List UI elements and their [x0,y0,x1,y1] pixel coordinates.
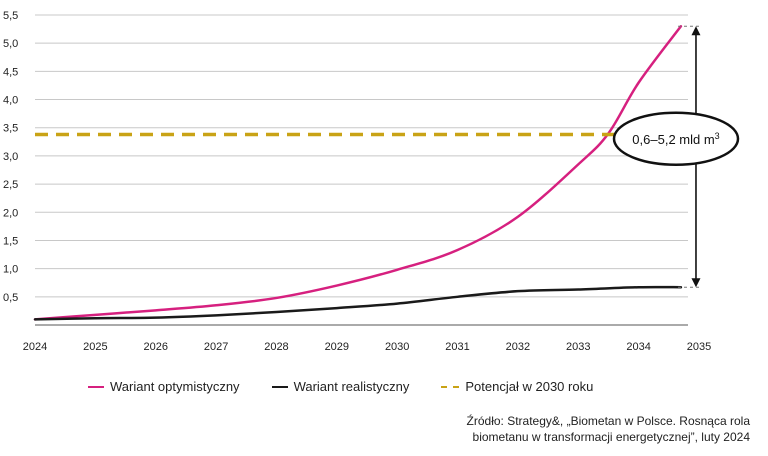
legend-item-optimistic: Wariant optymistyczny [88,379,240,394]
range-annotation: 0,6–5,2 mld m3 [612,25,740,288]
series-line-optimistic [33,25,683,321]
y-tick-label-2: 1,5 [3,235,18,247]
source-line-2: biometanu w transformacji energetycznej”… [472,430,750,444]
y-tick-label-1: 1,0 [3,264,18,276]
series-line-realistic [33,285,683,321]
annotation-arrow-head-top [691,26,701,36]
y-tick-label-7: 4,0 [3,95,18,107]
x-tick-label-1: 2025 [83,341,107,353]
annotation-label: 0,6–5,2 mld m3 [632,131,719,147]
x-tick-label-3: 2027 [204,341,228,353]
x-tick-label-2: 2026 [143,341,167,353]
source-line-1: Źródło: Strategy&, „Biometan w Polsce. R… [466,414,750,428]
x-tick-label-0: 2024 [23,341,47,353]
annotation-arrow-head-bottom [691,278,701,288]
series-lines [33,25,687,321]
legend-item-realistic: Wariant realistyczny [271,379,410,394]
x-tick-label-6: 2030 [385,341,409,353]
x-axis-ticks: 2024 2025 2026 2027 2028 2029 2030 2031 2032 2033… [23,341,711,353]
source-note: Źródło: Strategy&, „Biometan w Polsce. R… [467,413,750,445]
legend-swatch-realistic [271,385,288,388]
y-tick-label-3: 2,0 [3,207,18,219]
legend-swatch-potential [441,385,460,388]
x-tick-label-10: 2034 [626,341,650,353]
chart: 0,51,01,52,02,53,03,54,04,55,05,5 2024 20… [3,10,740,353]
y-tick-label-6: 3,5 [3,123,18,135]
legend: Wariant optymistyczny Wariant realistycz… [88,379,625,394]
x-tick-label-8: 2032 [506,341,530,353]
legend-label-realistic: Wariant realistyczny [293,379,410,394]
annotation-superscript: 3 [715,131,720,141]
y-tick-label-0: 0,5 [3,292,18,304]
y-tick-label-10: 5,5 [3,10,18,22]
annotation-ellipse [612,111,740,167]
x-tick-label-5: 2029 [325,341,349,353]
y-tick-label-5: 3,0 [3,151,18,163]
x-tick-label-9: 2033 [566,341,590,353]
y-tick-label-9: 5,0 [3,38,18,50]
legend-item-potential: Potencjał w 2030 roku [441,379,593,394]
y-axis-ticks: 0,5 1,0 1,5 2,0 2,5 3,0 3,5 4,0 4,5 5,0 5,5 [3,10,18,304]
x-tick-label-4: 2028 [264,341,288,353]
x-tick-label-11: 2035 [687,341,711,353]
gridlines [35,14,688,298]
x-tick-label-7: 2031 [445,341,469,353]
y-tick-label-4: 2,5 [3,179,18,191]
legend-label-optimistic: Wariant optymistyczny [110,379,240,394]
legend-label-potential: Potencjał w 2030 roku [465,379,594,394]
legend-swatch-optimistic [88,385,104,388]
y-tick-label-8: 4,5 [3,66,18,78]
